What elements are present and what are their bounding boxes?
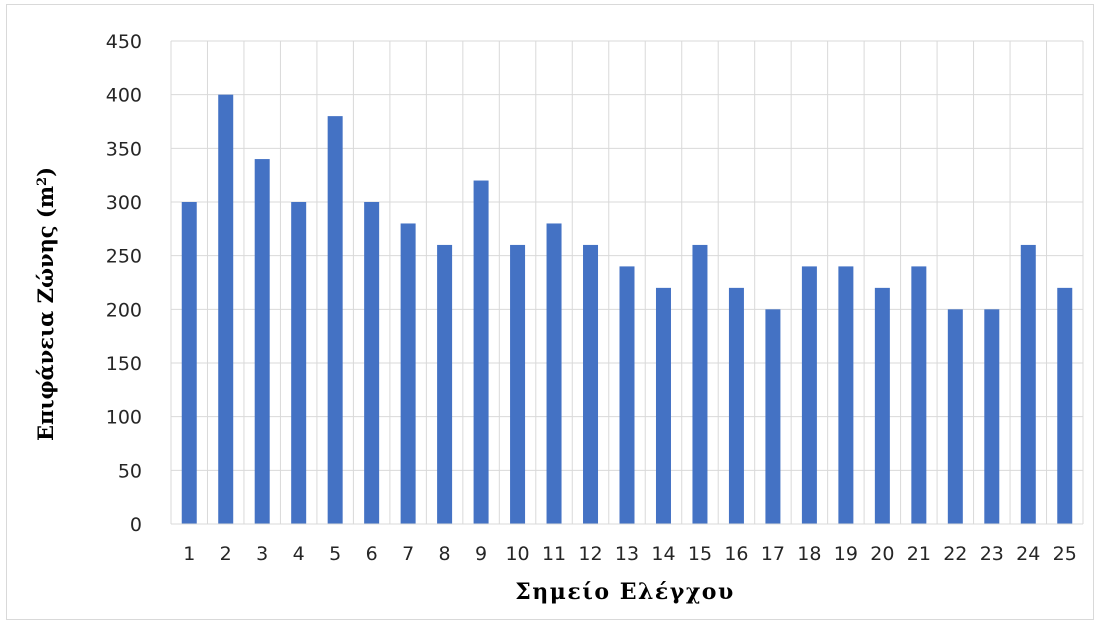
y-tick-label: 250 bbox=[106, 246, 142, 268]
y-tick-labels: 0 50 100 150 200 250 300 350 400 450 bbox=[106, 31, 142, 536]
y-axis-title-close: ) bbox=[33, 167, 58, 177]
bar-6 bbox=[364, 202, 380, 524]
bar-15 bbox=[692, 244, 708, 524]
x-tick-label: 4 bbox=[293, 543, 305, 565]
bar-25 bbox=[1057, 287, 1073, 524]
bars bbox=[181, 94, 1073, 525]
x-tick-label: 6 bbox=[366, 543, 378, 565]
y-tick-label: 150 bbox=[106, 353, 142, 375]
bar-21 bbox=[911, 266, 927, 524]
bar-2 bbox=[218, 94, 234, 525]
y-tick-label: 400 bbox=[106, 85, 142, 107]
bar-12 bbox=[583, 244, 599, 524]
y-tick-label: 0 bbox=[130, 514, 142, 536]
x-tick-label: 22 bbox=[943, 543, 967, 565]
y-tick-label: 450 bbox=[106, 31, 142, 53]
bar-10 bbox=[510, 244, 526, 524]
x-tick-label: 18 bbox=[797, 543, 821, 565]
bar-18 bbox=[801, 266, 817, 524]
x-tick-label: 7 bbox=[402, 543, 414, 565]
x-axis-title: Σημείο Ελέγχου bbox=[515, 579, 735, 605]
y-axis-title-main: Επιφάνεια Ζώνης (m bbox=[33, 186, 58, 441]
y-axis-title: Επιφάνεια Ζώνης (m2) bbox=[33, 167, 58, 441]
bar-8 bbox=[437, 244, 453, 524]
y-tick-label: 300 bbox=[106, 192, 142, 214]
x-tick-label: 16 bbox=[724, 543, 748, 565]
bar-3 bbox=[254, 159, 270, 525]
horizontal-gridlines bbox=[171, 40, 1083, 471]
vertical-gridlines bbox=[170, 41, 1084, 524]
bar-9 bbox=[473, 180, 489, 525]
x-tick-labels: 1 2 3 4 5 6 7 8 9 10 11 12 13 14 15 16 17 18 19 20 21 22 23 24 2… bbox=[183, 543, 1077, 565]
x-tick-label: 8 bbox=[439, 543, 451, 565]
bar-7 bbox=[400, 223, 416, 524]
y-tick-label: 200 bbox=[106, 299, 142, 321]
bar-5 bbox=[327, 116, 343, 524]
bar-16 bbox=[728, 287, 744, 524]
bar-11 bbox=[546, 223, 562, 524]
y-tick-label: 350 bbox=[106, 138, 142, 160]
x-tick-label: 3 bbox=[256, 543, 268, 565]
bar-4 bbox=[291, 202, 307, 524]
x-tick-label: 5 bbox=[329, 543, 341, 565]
x-tick-label: 12 bbox=[578, 543, 602, 565]
bar-19 bbox=[838, 266, 854, 524]
x-tick-label: 9 bbox=[475, 543, 487, 565]
y-tick-label: 100 bbox=[106, 407, 142, 429]
bar-1 bbox=[181, 202, 197, 524]
x-tick-label: 2 bbox=[220, 543, 232, 565]
x-tick-label: 15 bbox=[688, 543, 712, 565]
bar-17 bbox=[765, 309, 781, 524]
y-tick-label: 50 bbox=[118, 460, 142, 482]
x-tick-label: 21 bbox=[907, 543, 931, 565]
bar-24 bbox=[1020, 244, 1036, 524]
bar-22 bbox=[947, 309, 963, 524]
x-tick-label: 20 bbox=[870, 543, 894, 565]
x-tick-label: 17 bbox=[761, 543, 785, 565]
x-tick-label: 19 bbox=[834, 543, 858, 565]
x-tick-label: 10 bbox=[505, 543, 529, 565]
bar-20 bbox=[874, 287, 890, 524]
x-tick-label: 14 bbox=[651, 543, 675, 565]
x-tick-label: 23 bbox=[980, 543, 1004, 565]
x-tick-label: 13 bbox=[615, 543, 639, 565]
bar-13 bbox=[619, 266, 635, 524]
x-tick-label: 11 bbox=[542, 543, 566, 565]
x-tick-label: 1 bbox=[183, 543, 195, 565]
y-axis-title-superscript: 2 bbox=[35, 177, 50, 186]
x-tick-label: 24 bbox=[1016, 543, 1040, 565]
bar-14 bbox=[655, 287, 671, 524]
bar-23 bbox=[984, 309, 1000, 524]
x-tick-label: 25 bbox=[1053, 543, 1077, 565]
